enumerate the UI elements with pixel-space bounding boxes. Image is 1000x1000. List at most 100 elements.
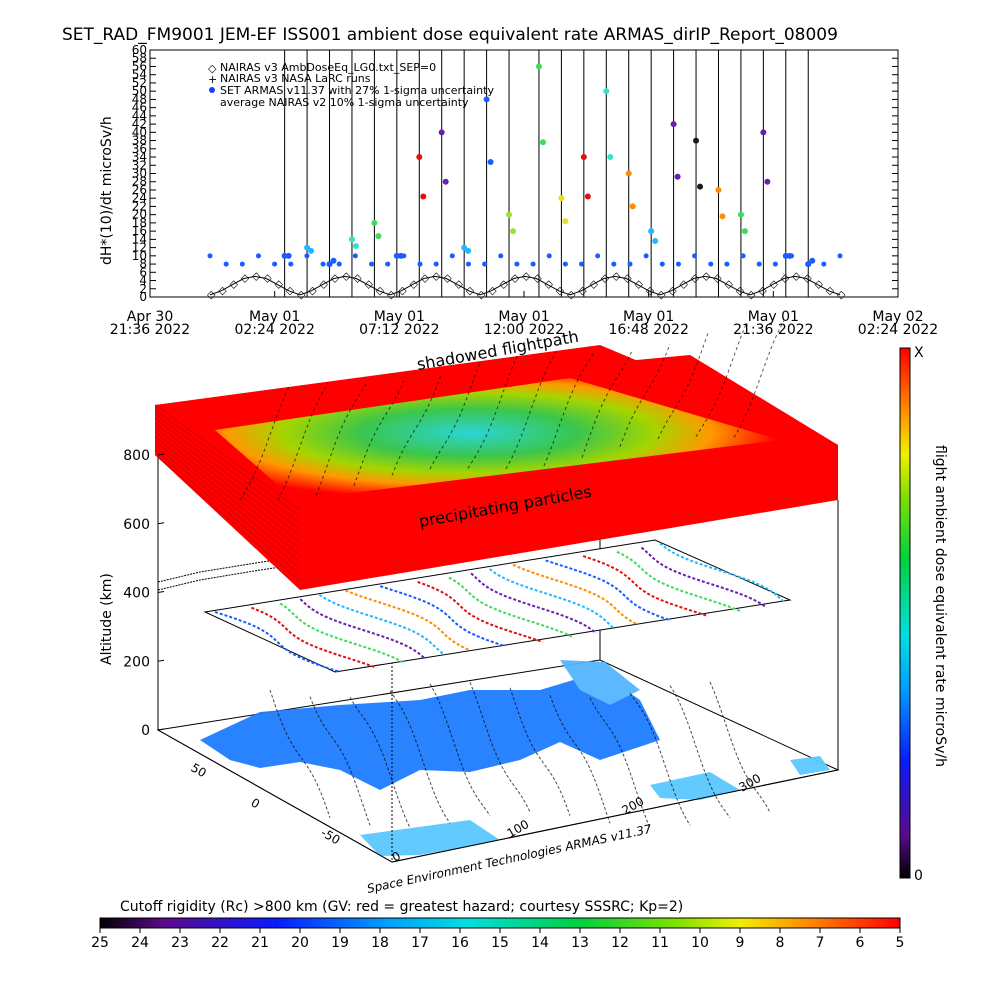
x-tick-time: 21:36 2022 [110,322,190,338]
x-tick-time: 02:24 2022 [234,322,314,338]
slab-flight-track [581,350,633,458]
nairas-diamond: ◇ [635,278,644,291]
armas-dot [648,228,655,235]
legend-marker-diamond: ◇ [208,62,217,75]
y-tick-label: 60 [132,43,147,57]
orbit-stripe [379,585,506,648]
y-tick-label: 56 [132,59,147,73]
y-tick-label: 46 [132,101,147,115]
armas-baseline-dot [288,261,294,267]
legend-marker-dot [209,87,215,93]
dose-colorbar-top: X [914,345,924,361]
nairas-diamond: ◇ [443,271,452,284]
rigidity-tick-label: 15 [491,935,509,951]
orbit-stripe [512,563,639,626]
nairas-diamond: ◇ [353,271,362,284]
rigidity-tick-label: 10 [691,935,709,951]
ground-track [469,682,531,813]
slab-flight-tracks [239,320,785,501]
rigidity-colorbar: Cutoff rigidity (Rc) >800 km (GV: red = … [91,899,904,951]
altitude-axis: 0 200 400 600 800 [123,448,165,739]
rigidity-tick-label: 6 [856,935,865,951]
rigidity-tick-label: 18 [371,935,389,951]
nairas-diamond: ◇ [511,271,520,284]
armas-dot [584,193,591,200]
z-tick-label: 600 [123,517,150,533]
armas-baseline-dot [821,261,827,267]
armas-dot [375,233,382,240]
armas-dot [737,211,744,218]
armas-dot [506,211,513,218]
ground-track [629,693,691,826]
nairas-line [209,275,841,296]
armas-baseline-dot [740,253,746,259]
armas-dot [809,257,816,264]
armas-baseline-dot [627,261,633,267]
nairas-diamond: ◇ [387,288,396,301]
nairas-diamond: ◇ [612,269,621,282]
orbit-ribbon [203,539,792,673]
y-tick-label: 16 [132,224,147,238]
armas-dot [603,88,610,95]
armas-dot [697,183,704,190]
slab-edge-line [154,413,301,524]
nairas-diamond: ◇ [342,269,351,282]
armas-dot [539,139,546,146]
armas-baseline-dot [530,261,536,267]
legend-marker-plus: + [208,73,217,86]
orbit-stripe [299,598,427,660]
rigidity-tick-label: 5 [896,935,905,951]
armas-dot [304,244,311,251]
nairas-diamond: ◇ [365,278,374,291]
orbit-stripe [279,602,406,665]
legend-entry-2: NAIRAS v3 NASA LaRC runs [220,72,371,85]
legend-entry-3: SET ARMAS v11.37 with 27% 1-sigma uncert… [220,84,494,97]
slab-edge-line [154,454,301,582]
rigidity-tick-label: 24 [131,935,149,951]
armas-dot [442,178,449,185]
z-tick-label: 800 [123,448,150,464]
y-tick-label: 38 [132,134,147,148]
rigidity-tick-label: 8 [776,935,785,951]
rigidity-colorbar-label: Cutoff rigidity (Rc) >800 km (GV: red = … [120,899,683,915]
nairas-diamond: ◇ [590,278,599,291]
rigidity-tick-label: 19 [331,935,349,951]
slab-edge-line [154,427,301,543]
ground-track [509,687,571,816]
lat-tick-label: 0 [249,795,263,811]
y-tick-label: 20 [132,208,147,222]
nairas-diamond: ◇ [815,278,824,291]
legend-entry-4: average NAIRAS v2 10% 1-sigma uncertaint… [220,96,469,109]
armas-dot [535,63,542,70]
nairas-diamond: ◇ [477,288,486,301]
armas-dot [652,238,659,245]
z-tick-label: 400 [123,586,150,602]
armas-dot [764,178,771,185]
nairas-diamond: ◇ [421,271,430,284]
rigidity-tick-label: 20 [291,935,309,951]
nairas-diamond: ◇ [241,271,250,284]
nairas-diamond: ◇ [691,271,700,284]
orbit-stripe [251,606,377,669]
y-tick-label: 26 [132,183,147,197]
armas-baseline-dot [546,253,552,259]
rigidity-tick-label: 22 [211,935,229,951]
slab-top-glow [215,378,780,500]
series-layer: ◇ ◇ ◇ ◇ ◇ ◇ ◇ ◇ ◇ ◇ ◇ ◇ ◇ ◇ ◇ ◇ ◇ ◇ ◇ ◇ ◇ ◇ ◇ ◇ ◇ ◇ ◇ ◇ ◇ ◇ ◇ ◇ ◇ ◇ ◇ ◇ ◇ ◇ ◇ ◇… [207,50,846,301]
slab-edge-line [154,422,301,537]
armas-dot [308,247,315,254]
slab-flight-track [467,353,519,469]
x-tick-day: May 01 [623,309,674,325]
nairas-diamond: ◇ [803,271,812,284]
dose-colorbar-bottom: 0 [914,868,923,884]
map-island [790,756,830,775]
armas-dot [487,158,494,165]
nairas-diamond: ◇ [466,284,475,297]
rigidity-tick-label: 9 [736,935,745,951]
nairas-diamond: ◇ [252,269,261,282]
armas-baseline-dot [336,261,342,267]
z-tick-mark [157,728,165,731]
armas-dot [348,236,355,243]
y-tick-label: 40 [132,125,147,139]
armas-dot [352,242,359,249]
